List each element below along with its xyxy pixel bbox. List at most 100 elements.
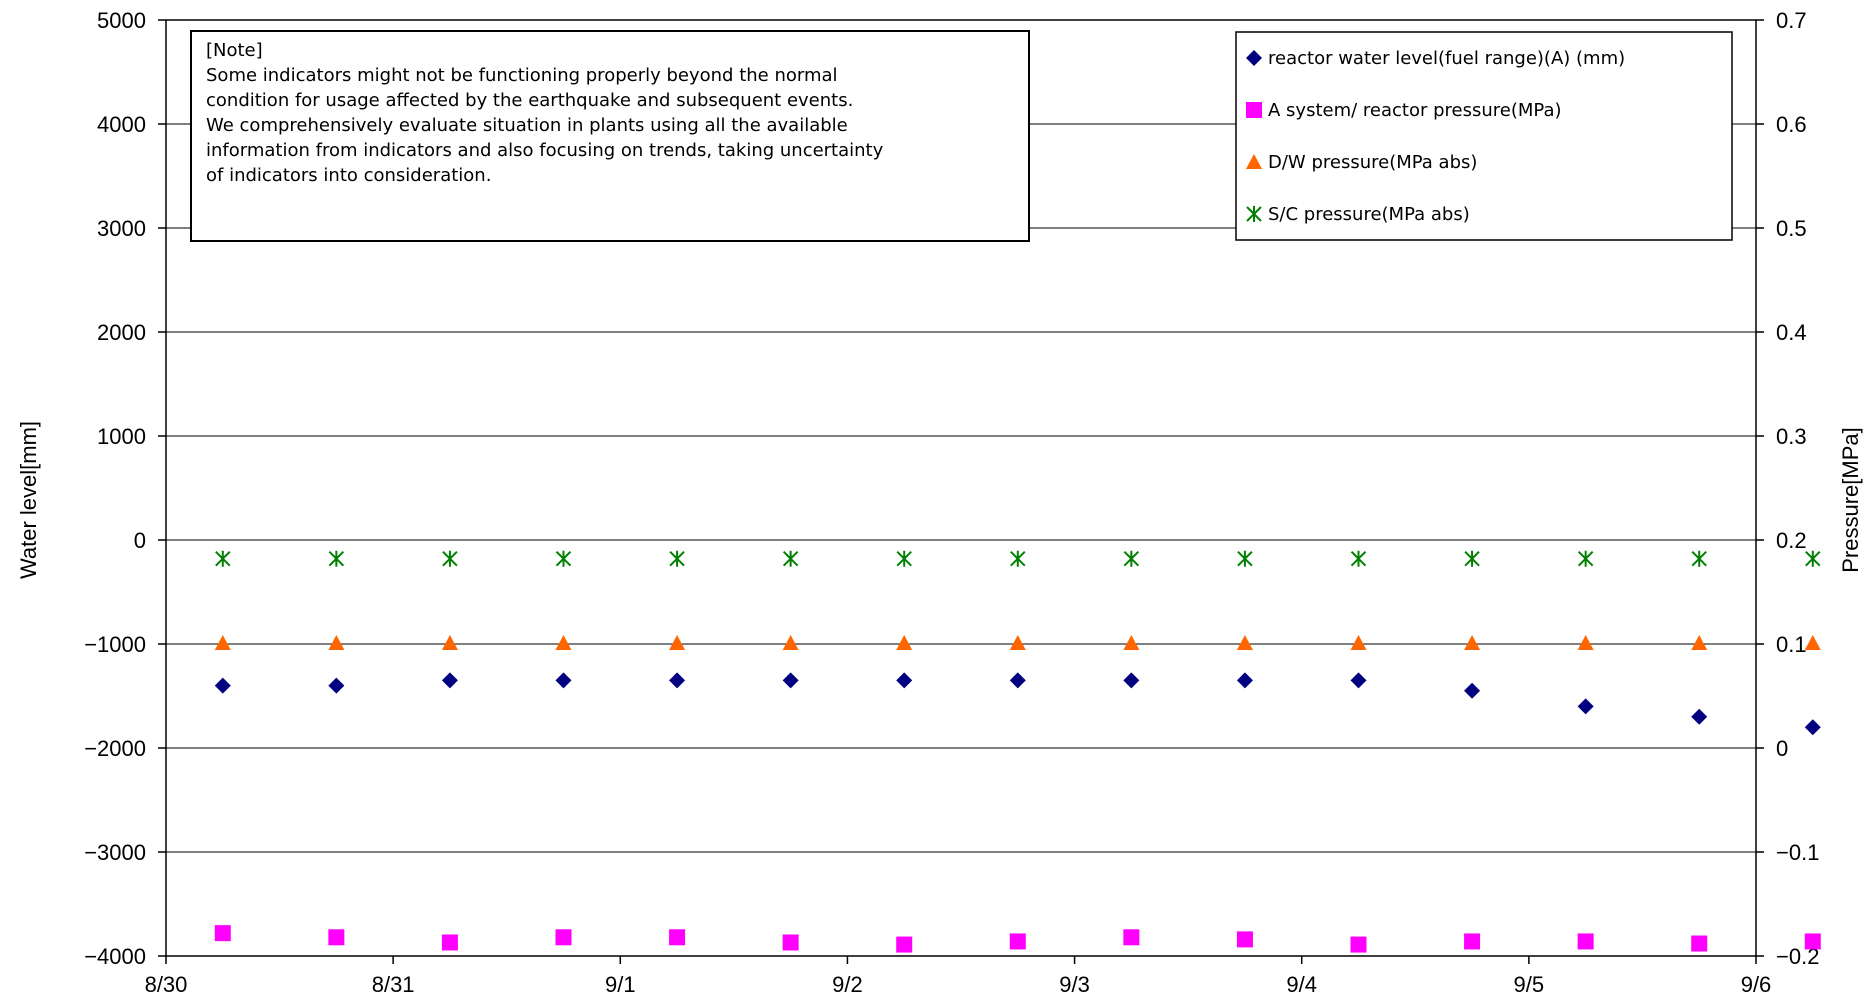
x-tick-label: 8/30 (145, 972, 188, 997)
data-point (1009, 933, 1026, 950)
data-point (555, 550, 572, 567)
note-line: of indicators into consideration. (206, 165, 492, 186)
data-point (1805, 550, 1821, 567)
note-box: [Note] Some indicators might not be func… (190, 30, 1030, 242)
data-point (1236, 931, 1253, 948)
x-tick-label: 8/31 (372, 972, 415, 997)
data-point (214, 925, 231, 942)
data-point (782, 934, 799, 951)
data-point (669, 929, 686, 946)
y-axis-right-title: Pressure[MPa] (1838, 427, 1863, 573)
series-1 (214, 925, 1821, 953)
data-point (1236, 672, 1253, 689)
y-tick-label-left: 4000 (97, 112, 146, 137)
y-tick-label-right: 0.2 (1776, 528, 1807, 553)
data-point (555, 672, 572, 689)
y-tick-label-right: 0.1 (1776, 632, 1807, 657)
data-point (669, 672, 686, 689)
note-line: information from indicators and also foc… (206, 140, 884, 161)
data-point (328, 929, 345, 946)
data-point (1350, 634, 1367, 650)
note-line: Some indicators might not be functioning… (206, 65, 838, 86)
note-line: condition for usage affected by the eart… (206, 90, 854, 111)
legend-label: S/C pressure(MPa abs) (1268, 204, 1470, 225)
data-point (441, 672, 458, 689)
data-point (1804, 634, 1821, 650)
data-point (1123, 634, 1140, 650)
data-point (1691, 935, 1708, 952)
data-point (1464, 933, 1481, 950)
x-tick-label: 9/6 (1741, 972, 1772, 997)
y-tick-label-left: 2000 (97, 320, 146, 345)
data-point (782, 634, 799, 650)
data-point (669, 634, 686, 650)
y-tick-label-right: 0 (1776, 736, 1788, 761)
y-tick-label-left: −1000 (84, 632, 146, 657)
y-tick-label-left: −2000 (84, 736, 146, 761)
axes (165, 19, 1757, 957)
legend-marker (1246, 154, 1262, 169)
data-point (896, 936, 913, 953)
x-tick-label: 9/4 (1286, 972, 1317, 997)
data-point (1577, 698, 1594, 715)
legend: reactor water level(fuel range)(A) (mm) A… (1235, 31, 1733, 241)
data-point (1350, 672, 1367, 689)
x-axis-ticks: 8/30 8/31 9/1 9/2 9/3 9/4 9/5 9/6 (145, 956, 1772, 997)
y-tick-label-left: −4000 (84, 944, 146, 969)
plot-frame (165, 19, 1757, 957)
data-point (1123, 929, 1140, 946)
data-point (328, 634, 345, 650)
y-tick-label-left: 0 (134, 528, 146, 553)
data-point (442, 550, 458, 567)
y-axis-right-ticks: 0.70.60.50.40.30.20.10−0.1−0.2 (1776, 8, 1819, 969)
data-point (1577, 634, 1594, 650)
x-tick-label: 9/2 (832, 972, 863, 997)
data-point (1577, 550, 1594, 567)
data-point (1804, 933, 1821, 950)
data-point (1691, 550, 1707, 567)
data-point (896, 672, 913, 689)
data-point (1691, 708, 1708, 725)
x-tick-label: 9/1 (605, 972, 636, 997)
data-point (1464, 682, 1481, 699)
y-axis-left-ticks: 5000 4000 3000 2000 1000 0 −1000 −2000 −3000 −400… (84, 8, 146, 969)
data-point (1691, 634, 1708, 650)
y-tick-label-left: 5000 (97, 8, 146, 33)
data-point (1464, 634, 1481, 650)
data-point (1010, 550, 1026, 567)
data-point (896, 634, 913, 650)
y-tick-label-left: 3000 (97, 216, 146, 241)
x-tick-label: 9/3 (1059, 972, 1090, 997)
legend-marker (1246, 206, 1262, 222)
note-line: [Note] (206, 40, 263, 61)
data-point (669, 550, 685, 567)
data-point (1123, 672, 1140, 689)
data-point (896, 550, 912, 567)
data-point (215, 550, 231, 567)
y-tick-label-right: −0.1 (1776, 840, 1819, 865)
y-tick-label-right: 0.5 (1776, 216, 1807, 241)
y-tick-label-right: 0.7 (1776, 8, 1807, 33)
note-line: We comprehensively evaluate situation in… (206, 115, 848, 136)
legend-label: D/W pressure(MPa abs) (1268, 152, 1477, 173)
data-point (1804, 719, 1821, 736)
data-point (555, 929, 572, 946)
legend-label: A system/ reactor pressure(MPa) (1268, 100, 1562, 121)
data-point (441, 934, 458, 951)
data-marks (214, 550, 1821, 953)
y-tick-label-left: −3000 (84, 840, 146, 865)
legend-marker (1246, 50, 1262, 66)
data-point (1350, 936, 1367, 953)
data-point (214, 634, 231, 650)
data-point (1237, 550, 1253, 567)
y-tick-label-right: 0.3 (1776, 424, 1807, 449)
y-axis-left-title: Water level[mm] (16, 421, 41, 579)
data-point (328, 677, 345, 694)
data-point (214, 677, 231, 694)
data-point (1009, 672, 1026, 689)
x-tick-label: 9/5 (1514, 972, 1545, 997)
data-point (1350, 550, 1367, 567)
y-tick-label-right: 0.4 (1776, 320, 1807, 345)
data-point (1009, 634, 1026, 650)
series-0 (214, 672, 1821, 736)
